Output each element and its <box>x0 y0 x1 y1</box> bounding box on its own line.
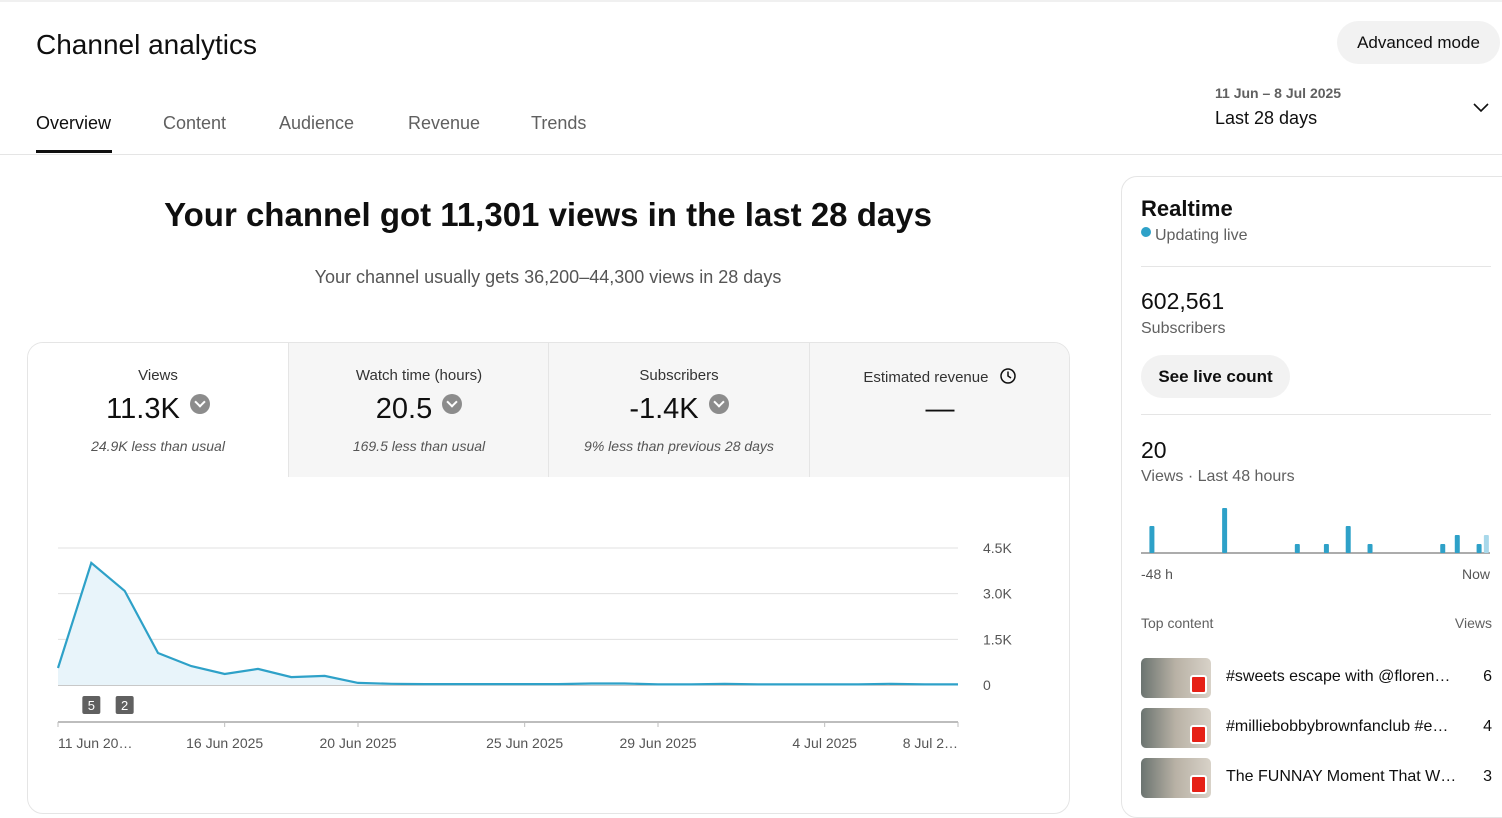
bar <box>1149 526 1155 553</box>
divider <box>1141 414 1491 415</box>
upload-marker <box>82 696 101 714</box>
down-icon <box>189 394 210 414</box>
metric-note: 169.5 less than usual <box>352 438 486 454</box>
metric-label-text: Estimated revenue <box>863 369 989 386</box>
realtime-views-label: Views · Last 48 hours <box>1141 468 1295 485</box>
tab[interactable]: Trends <box>531 113 587 133</box>
metric-label: Subscribers <box>639 367 719 384</box>
metric-tile[interactable]: Subscribers -1.4K 9% less than previous … <box>548 343 809 477</box>
page: Channel analytics Advanced mode Overview… <box>0 0 1502 790</box>
x-tick-label: 29 Jun 2025 <box>619 735 696 751</box>
metric-value: -1.4K <box>549 393 809 426</box>
down-icon <box>708 394 729 414</box>
realtime-status: Updating live <box>1155 227 1248 244</box>
metric-value-text: -1.4K <box>629 393 699 425</box>
content-views: 6 <box>1483 668 1492 685</box>
tab[interactable]: Content <box>163 113 227 133</box>
thumbnail[interactable] <box>1141 658 1211 698</box>
subscriber-count: 602,561 <box>1141 288 1225 314</box>
x-tick-label: 11 Jun 20… <box>58 735 132 751</box>
period[interactable]: Last 28 days <box>1215 108 1318 128</box>
x-tick-label: 4 Jul 2025 <box>792 735 857 751</box>
metric-tile[interactable]: Estimated revenue — <box>809 343 1069 477</box>
x-tick-label: 25 Jun 2025 <box>486 735 563 751</box>
metric-tile[interactable]: Views 11.3K 24.9K less than usual <box>28 343 288 477</box>
x-start-label: -48 h <box>1141 566 1173 582</box>
realtime-views: 20 <box>1141 437 1167 463</box>
metric-label: Views <box>138 367 178 384</box>
tab-indicator <box>36 150 112 153</box>
subscriber-label: Subscribers <box>1141 320 1226 337</box>
top-content-title: Top content <box>1141 615 1214 631</box>
content-title[interactable]: #milliebobbybrownfanclub #e… <box>1226 718 1449 735</box>
upload-count: 2 <box>121 698 128 713</box>
tab[interactable]: Audience <box>279 113 355 133</box>
y-tick-label: 3.0K <box>983 586 1012 602</box>
content-title[interactable]: The FUNNAY Moment That W… <box>1226 768 1457 785</box>
header-divider <box>0 154 1502 155</box>
y-tick-label: 0 <box>983 677 991 693</box>
x-tick-label: 8 Jul 2… <box>903 735 958 751</box>
metric-value-text: 11.3K <box>106 393 180 425</box>
realtime-title: Realtime <box>1141 196 1233 221</box>
bar <box>1476 544 1482 553</box>
period-chevron[interactable] <box>1472 101 1490 115</box>
thumbnail[interactable] <box>1141 708 1211 748</box>
y-tick-label: 4.5K <box>983 540 1012 556</box>
metric-value: 20.5 <box>289 393 549 426</box>
metric-tile[interactable]: Watch time (hours) 20.5 169.5 less than … <box>288 343 549 477</box>
bar <box>1454 535 1460 553</box>
content-views: 3 <box>1483 768 1492 785</box>
bar <box>1483 535 1489 553</box>
bar <box>1323 544 1329 553</box>
metrics-card: Views 11.3K 24.9K less than usual Watch … <box>27 342 1070 814</box>
metric-label: Watch time (hours) <box>355 367 483 384</box>
clock-icon <box>999 368 1016 384</box>
live-dot <box>1141 227 1151 237</box>
date-range: 11 Jun – 8 Jul 2025 <box>1215 85 1342 101</box>
page-title: Channel analytics <box>36 29 258 60</box>
tab[interactable]: Revenue <box>408 113 481 133</box>
content-views: 4 <box>1483 718 1492 735</box>
views-header: Views <box>1454 615 1492 631</box>
metric-value: 11.3K <box>28 393 288 426</box>
advanced-mode-button[interactable]: Advanced mode <box>1337 21 1500 64</box>
bar <box>1345 526 1351 553</box>
upload-marker <box>115 696 134 714</box>
metric-value: — <box>925 393 955 425</box>
x-tick-label: 20 Jun 2025 <box>319 735 396 751</box>
line <box>56 561 958 686</box>
down-icon <box>442 394 463 414</box>
see-live-count-button[interactable]: See live count <box>1141 355 1290 398</box>
area <box>58 562 958 685</box>
subline: Your channel usually gets 36,200–44,300 … <box>314 267 782 287</box>
content-title[interactable]: #sweets escape with @floren… <box>1226 668 1451 685</box>
bar <box>1367 544 1373 553</box>
bar <box>1440 544 1446 553</box>
divider <box>1141 266 1491 267</box>
upload-count: 5 <box>88 698 95 713</box>
metric-note: 9% less than previous 28 days <box>584 438 774 454</box>
x-end-label: Now <box>1462 566 1491 582</box>
headline: Your channel got 11,301 views in the las… <box>164 196 932 233</box>
y-tick-label: 1.5K <box>983 631 1012 647</box>
x-tick-label: 16 Jun 2025 <box>186 735 263 751</box>
views-chart: 0 1.5K 3.0K 4.5K 11 Jun 20… 16 Jun 2025 20 Jun… <box>56 540 1012 751</box>
top-edge <box>0 0 1502 2</box>
metric-note: 24.9K less than usual <box>91 438 225 454</box>
bar <box>1294 544 1300 553</box>
realtime-chart: -48 h Now <box>1141 508 1491 582</box>
metric-value-text: 20.5 <box>375 393 433 425</box>
tab[interactable]: Overview <box>36 113 112 133</box>
thumbnail[interactable] <box>1141 758 1211 798</box>
metric-label: Estimated revenue <box>810 367 1069 386</box>
bar <box>1222 508 1228 553</box>
